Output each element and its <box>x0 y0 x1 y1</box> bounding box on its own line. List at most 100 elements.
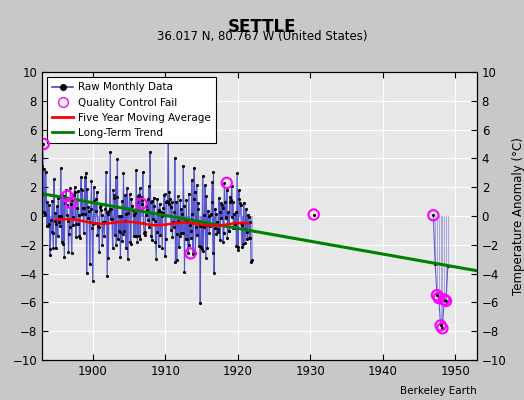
Point <box>85 261 94 267</box>
Point <box>187 228 195 234</box>
Point <box>55 213 63 220</box>
Point <box>152 256 160 262</box>
Point <box>211 225 219 232</box>
Point <box>183 236 191 242</box>
Point <box>173 193 182 200</box>
Point <box>117 238 126 244</box>
Point <box>38 141 47 147</box>
Point <box>201 182 209 188</box>
Point <box>176 197 184 203</box>
Point <box>196 244 205 250</box>
Point <box>235 187 243 194</box>
Point <box>66 185 74 192</box>
Point <box>204 208 212 214</box>
Point <box>104 211 112 217</box>
Point <box>93 232 102 238</box>
Point <box>247 259 255 266</box>
Point <box>442 298 450 304</box>
Point <box>97 207 105 213</box>
Point <box>126 239 134 246</box>
Point <box>169 219 177 225</box>
Point <box>52 245 60 251</box>
Point <box>44 222 52 229</box>
Point <box>114 236 122 242</box>
Text: Berkeley Earth: Berkeley Earth <box>400 386 477 396</box>
Point <box>241 225 249 232</box>
Point <box>108 244 117 251</box>
Point <box>71 188 79 195</box>
Point <box>221 199 229 206</box>
Point <box>438 325 446 332</box>
Point <box>211 206 220 212</box>
Point <box>241 240 249 246</box>
Point <box>142 203 150 209</box>
Point <box>128 203 136 210</box>
Point <box>436 322 445 329</box>
Point <box>39 141 48 147</box>
Point <box>94 224 103 230</box>
Point <box>72 221 81 228</box>
Point <box>59 193 68 199</box>
Point <box>209 169 217 176</box>
Point <box>213 226 222 232</box>
Point <box>134 233 143 240</box>
Point <box>182 197 191 204</box>
Point <box>57 165 65 172</box>
Point <box>158 245 166 251</box>
Point <box>86 219 94 226</box>
Point <box>92 196 100 202</box>
Point <box>83 186 91 192</box>
Point <box>163 198 172 205</box>
Point <box>69 214 77 220</box>
Point <box>74 221 82 228</box>
Point <box>227 183 236 190</box>
Point <box>45 202 53 208</box>
Point <box>90 184 98 190</box>
Point <box>150 202 158 209</box>
Point <box>169 223 178 230</box>
Point <box>310 211 318 218</box>
Point <box>101 219 109 225</box>
Point <box>100 233 108 239</box>
Point <box>121 218 129 224</box>
Point <box>176 233 184 240</box>
Point <box>131 209 139 216</box>
Point <box>129 233 138 240</box>
Point <box>141 229 149 236</box>
Point <box>104 254 113 261</box>
Point <box>236 200 244 207</box>
Point <box>110 195 118 202</box>
Point <box>191 189 199 196</box>
Point <box>156 232 165 239</box>
Point <box>199 248 208 254</box>
Point <box>181 236 190 242</box>
Point <box>161 253 169 260</box>
Point <box>45 221 53 228</box>
Point <box>146 198 155 205</box>
Point <box>219 205 227 211</box>
Text: SETTLE: SETTLE <box>228 18 296 36</box>
Point <box>243 236 252 242</box>
Point <box>40 209 49 216</box>
Point <box>120 228 128 234</box>
Point <box>78 187 86 194</box>
Point <box>216 200 225 206</box>
Point <box>68 197 77 204</box>
Point <box>67 200 75 206</box>
Point <box>222 213 231 220</box>
Point <box>136 185 144 191</box>
Point <box>105 206 114 212</box>
Point <box>116 228 124 235</box>
Point <box>82 169 90 176</box>
Point <box>246 218 255 225</box>
Point <box>240 225 248 232</box>
Point <box>220 180 228 186</box>
Point <box>81 174 89 181</box>
Point <box>69 222 78 228</box>
Point <box>73 188 82 194</box>
Point <box>101 205 110 212</box>
Point <box>440 296 449 303</box>
Point <box>52 221 61 228</box>
Point <box>181 216 189 222</box>
Point <box>125 206 133 212</box>
